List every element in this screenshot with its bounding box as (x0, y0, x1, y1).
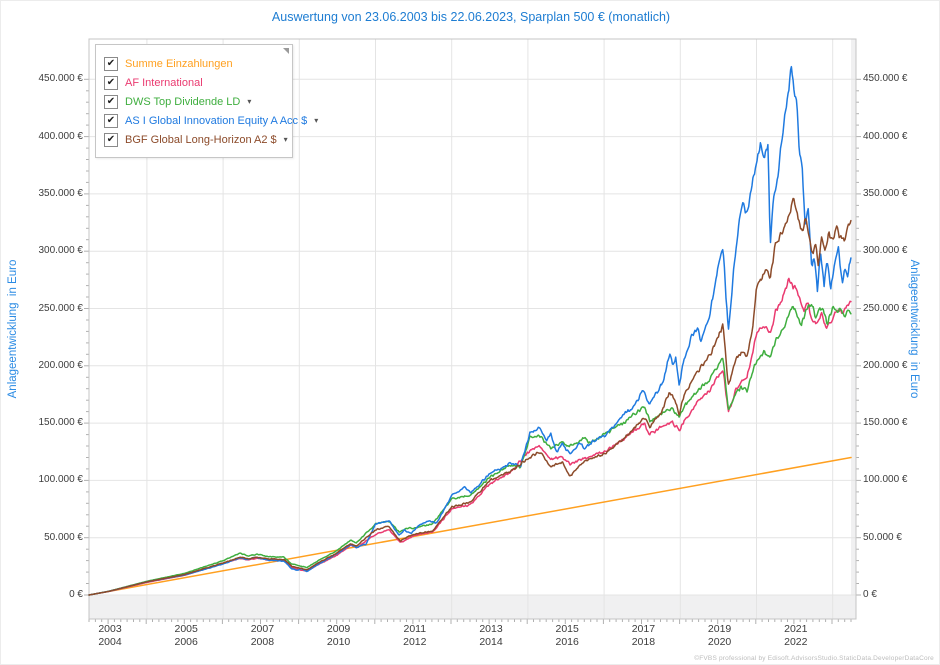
legend-checkbox[interactable]: ✔ (104, 75, 118, 90)
legend-item: ✔ AF International (104, 73, 284, 92)
series-line (88, 197, 852, 596)
y-tick-label-right: 450.000 € (863, 73, 908, 85)
legend-item: ✔ AS I Global Innovation Equity A Acc $ ▾ (104, 111, 318, 130)
series-line (88, 456, 852, 596)
y-tick-label-left: 0 € (69, 589, 83, 600)
y-tick-label-left: 150.000 € (38, 417, 84, 429)
legend-dropdown-caret-icon[interactable]: ▾ (247, 97, 252, 106)
y-tick-label-left: 50.000 € (44, 531, 83, 543)
legend-item: ✔ Summe Einzahlungen (104, 54, 284, 73)
y-tick-label-left: 250.000 € (38, 302, 84, 314)
y-tick-label-right: 250.000 € (863, 302, 908, 314)
y-tick-label-left: 200.000 € (38, 359, 84, 371)
legend-label: Summe Einzahlungen (125, 57, 233, 70)
legend-dropdown-caret-icon[interactable]: ▾ (283, 135, 288, 144)
x-tick-label-pair: 2005 2006 (174, 623, 198, 648)
legend-dropdown-caret-icon[interactable]: ▾ (314, 116, 319, 125)
legend-label: DWS Top Dividende LD (125, 95, 241, 108)
y-tick-label-right: 300.000 € (863, 245, 908, 257)
x-tick-label-pair: 2017 2018 (631, 623, 656, 648)
legend-collapse-icon[interactable] (283, 48, 289, 54)
series-line (88, 303, 852, 596)
legend-checkbox[interactable]: ✔ (104, 113, 118, 128)
legend-label: AS I Global Innovation Equity A Acc $ (125, 114, 308, 127)
y-tick-label-right: 50.000 € (863, 531, 902, 543)
chart-title: Auswertung von 23.06.2003 bis 22.06.2023… (271, 10, 671, 24)
y-tick-label-right: 150.000 € (863, 417, 908, 429)
legend-item: ✔ BGF Global Long-Horizon A2 $ ▾ (104, 130, 288, 149)
y-tick-label-right: 400.000 € (863, 130, 908, 142)
legend-box: ✔ Summe Einzahlungen ✔ AF International ✔ DWS… (95, 44, 318, 158)
x-tick-label-pair: 2011 2012 (403, 623, 427, 648)
legend-label: BGF Global Long-Horizon A2 $ (125, 133, 277, 146)
legend-checkbox[interactable]: ✔ (104, 56, 118, 71)
y-tick-label-left: 450.000 € (38, 73, 84, 85)
y-tick-label-right: 0 € (863, 589, 877, 600)
legend-item: ✔ DWS Top Dividende LD ▾ (104, 92, 284, 111)
legend-checkbox[interactable]: ✔ (104, 132, 118, 147)
y-tick-label-left: 300.000 € (38, 245, 84, 257)
x-tick-label-pair: 2019 2020 (707, 623, 732, 648)
legend-label: AF International (125, 76, 203, 89)
x-tick-label-pair: 2003 2004 (98, 623, 122, 648)
y-tick-label-right: 350.000 € (863, 187, 908, 199)
legend-checkbox[interactable]: ✔ (104, 94, 118, 109)
y-tick-label-right: 100.000 € (863, 474, 908, 486)
x-tick-label-pair: 2013 2014 (479, 623, 503, 648)
footer-watermark: ©FVBS professional by Edisoft.AdvisorsSt… (694, 655, 934, 662)
x-tick-label-pair: 2021 2022 (784, 623, 808, 648)
y-tick-label-left: 100.000 € (38, 474, 84, 486)
series-line (88, 277, 852, 596)
y-tick-label-left: 350.000 € (38, 187, 84, 199)
y-tick-label-left: 400.000 € (38, 130, 84, 142)
x-tick-label-pair: 2015 2016 (555, 623, 579, 648)
x-tick-label-pair: 2007 2008 (250, 623, 275, 648)
y-tick-label-right: 200.000 € (863, 359, 908, 371)
x-tick-label-pair: 2009 2010 (326, 623, 351, 648)
